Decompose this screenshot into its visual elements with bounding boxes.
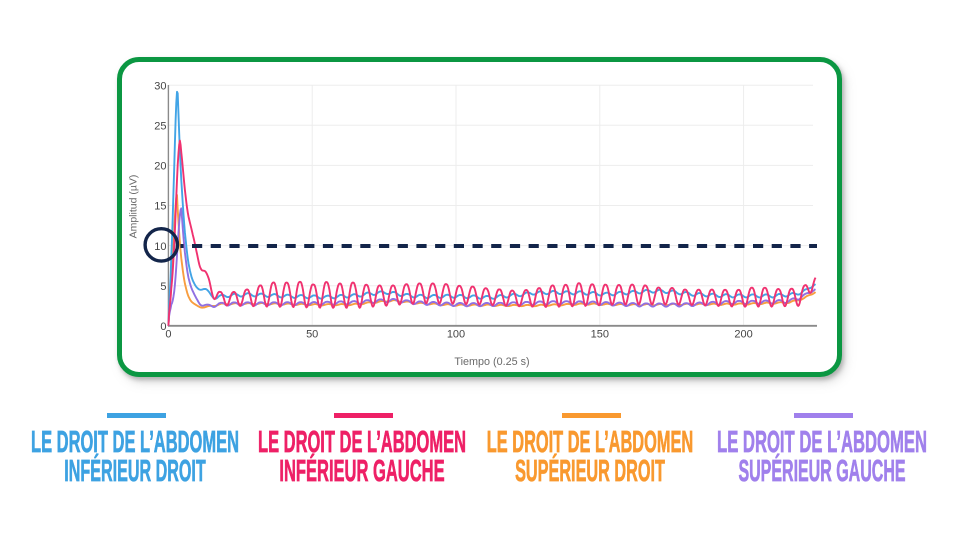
- svg-text:0: 0: [160, 321, 166, 333]
- svg-text:200: 200: [734, 329, 752, 341]
- svg-text:5: 5: [160, 281, 166, 293]
- svg-text:25: 25: [154, 121, 166, 133]
- svg-text:100: 100: [447, 329, 465, 341]
- svg-text:30: 30: [154, 81, 166, 93]
- svg-text:20: 20: [154, 161, 166, 173]
- svg-text:Amplitud (µV): Amplitud (µV): [128, 175, 140, 239]
- svg-text:150: 150: [591, 329, 609, 341]
- svg-text:0: 0: [165, 329, 171, 341]
- svg-text:50: 50: [306, 329, 318, 341]
- svg-text:15: 15: [154, 201, 166, 213]
- svg-text:10: 10: [154, 241, 166, 253]
- svg-text:Tiempo (0.25 s): Tiempo (0.25 s): [454, 356, 529, 368]
